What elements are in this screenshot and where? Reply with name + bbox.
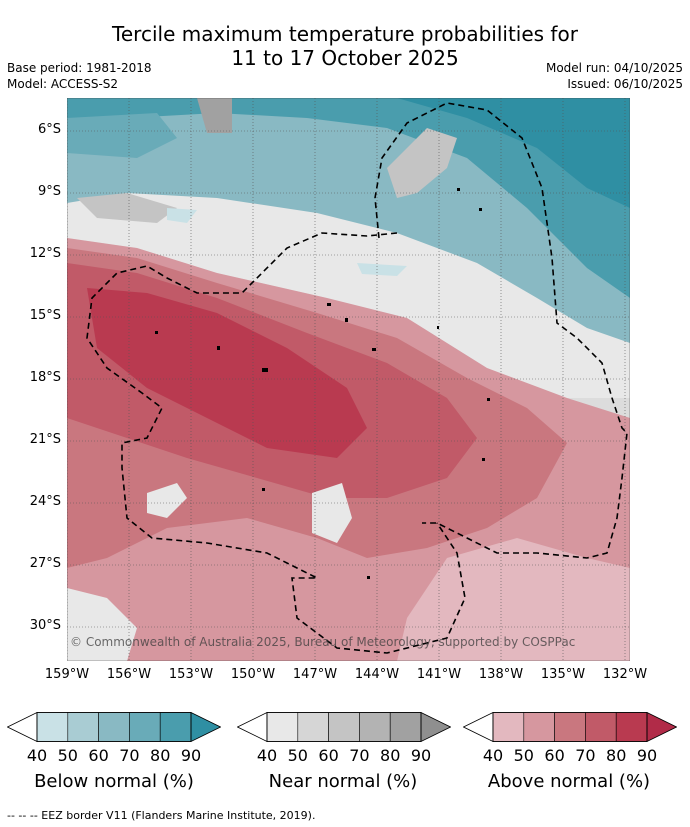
meta-left: Base period: 1981-2018 Model: ACCESS-S2: [7, 60, 152, 92]
legend-below-normal: [7, 712, 221, 742]
legend-above-title: Above normal (%): [487, 771, 651, 792]
lon-label: 135°W: [540, 667, 586, 682]
legend-below-title: Below normal (%): [34, 771, 194, 792]
lat-label: 18°S: [29, 370, 61, 385]
title-line-2: 11 to 17 October 2025: [231, 46, 459, 70]
lat-label: 27°S: [29, 556, 61, 571]
tick-label: 80: [150, 746, 171, 765]
grid: [67, 98, 630, 661]
probability-map: [67, 98, 630, 661]
title-line-1: Tercile maximum temperature probabilitie…: [112, 22, 578, 46]
tick-label: 50: [287, 746, 308, 765]
lat-label: 9°S: [37, 184, 61, 199]
tick-label: 90: [180, 746, 202, 765]
islands: [155, 188, 490, 579]
colorbar-swatch: [159, 712, 192, 742]
below-normal-region-max: [397, 98, 630, 208]
legend-above-normal: [463, 712, 677, 742]
above-normal-region-4: [87, 288, 367, 458]
below-normal-region-west: [67, 113, 177, 158]
colorbar-swatch: [36, 712, 69, 742]
lon-label: 147°W: [292, 667, 338, 682]
colorbar-swatch: [297, 712, 329, 742]
near-normal-blob: [387, 128, 457, 198]
model-name: Model: ACCESS-S2: [7, 77, 119, 91]
issued-date: Issued: 06/10/2025: [567, 77, 683, 91]
lon-label: 144°W: [354, 667, 400, 682]
near-normal-band: [67, 193, 630, 398]
lat-label: 15°S: [29, 308, 61, 323]
colorbar-swatch: [492, 712, 525, 742]
above-normal-near-blob: [312, 483, 352, 543]
colorbar-swatch: [328, 712, 360, 742]
colorbar-swatch: [266, 712, 299, 742]
lon-label: 141°W: [416, 667, 462, 682]
tick-label: 90: [410, 746, 432, 765]
colorbar-swatch: [389, 712, 422, 742]
above-normal-near-blob-3: [67, 588, 137, 661]
below-normal-speck: [167, 208, 197, 223]
tick-label: 60: [318, 746, 339, 765]
near-normal-blob-2: [77, 193, 177, 223]
colorbar-swatch: [523, 712, 555, 742]
tick-label: 60: [88, 746, 109, 765]
lon-label: 138°W: [478, 667, 524, 682]
legend-near-title: Near normal (%): [268, 771, 418, 792]
tick-label: 90: [636, 746, 658, 765]
tick-label: 70: [349, 746, 370, 765]
tick-label: 50: [513, 746, 534, 765]
lon-label: 153°W: [168, 667, 214, 682]
lat-label: 24°S: [29, 494, 61, 509]
eez-footnote: -- -- -- EEZ border V11 (Flanders Marine…: [7, 809, 316, 822]
legend-below-colorbar: [7, 712, 221, 742]
tick-label: 60: [544, 746, 565, 765]
tick-label: 80: [380, 746, 401, 765]
eez-border: [86, 102, 628, 654]
above-normal-near-blob-2: [147, 483, 187, 518]
colorbar-swatch: [585, 712, 617, 742]
tick-label: 50: [57, 746, 78, 765]
tick-label: 40: [26, 746, 48, 765]
copyright-notice: © Commonwealth of Australia 2025, Bureau…: [70, 635, 576, 649]
tick-label: 40: [256, 746, 278, 765]
lon-label: 150°W: [230, 667, 276, 682]
tick-label: 70: [119, 746, 140, 765]
lat-label: 30°S: [29, 618, 61, 633]
lat-label: 6°S: [37, 122, 61, 137]
tick-label: 80: [606, 746, 627, 765]
below-normal-speck-2: [357, 263, 407, 276]
colorbar-swatch: [359, 712, 391, 742]
below-normal-region-strong: [67, 98, 630, 298]
colorbar-swatch: [554, 712, 586, 742]
legend-near-normal: [237, 712, 451, 742]
lon-label: 156°W: [106, 667, 152, 682]
colorbar-swatch: [98, 712, 130, 742]
legend-near-colorbar: [237, 712, 451, 742]
chart-title: Tercile maximum temperature probabilitie…: [0, 22, 690, 70]
meta-right: Model run: 04/10/2025 Issued: 06/10/2025: [546, 60, 683, 92]
above-normal-light: [397, 538, 630, 661]
lat-label: 21°S: [29, 432, 61, 447]
near-normal-blob-3: [197, 98, 232, 133]
tick-label: 40: [482, 746, 504, 765]
tick-label: 70: [575, 746, 596, 765]
legend-above-colorbar: [463, 712, 677, 742]
base-period: Base period: 1981-2018: [7, 61, 152, 75]
model-run: Model run: 04/10/2025: [545, 61, 683, 75]
lat-label: 12°S: [29, 246, 61, 261]
colorbar-swatch: [615, 712, 648, 742]
colorbar-swatch: [129, 712, 161, 742]
colorbar-swatch: [67, 712, 99, 742]
lon-label: 159°W: [44, 667, 90, 682]
lon-label: 132°W: [602, 667, 648, 682]
